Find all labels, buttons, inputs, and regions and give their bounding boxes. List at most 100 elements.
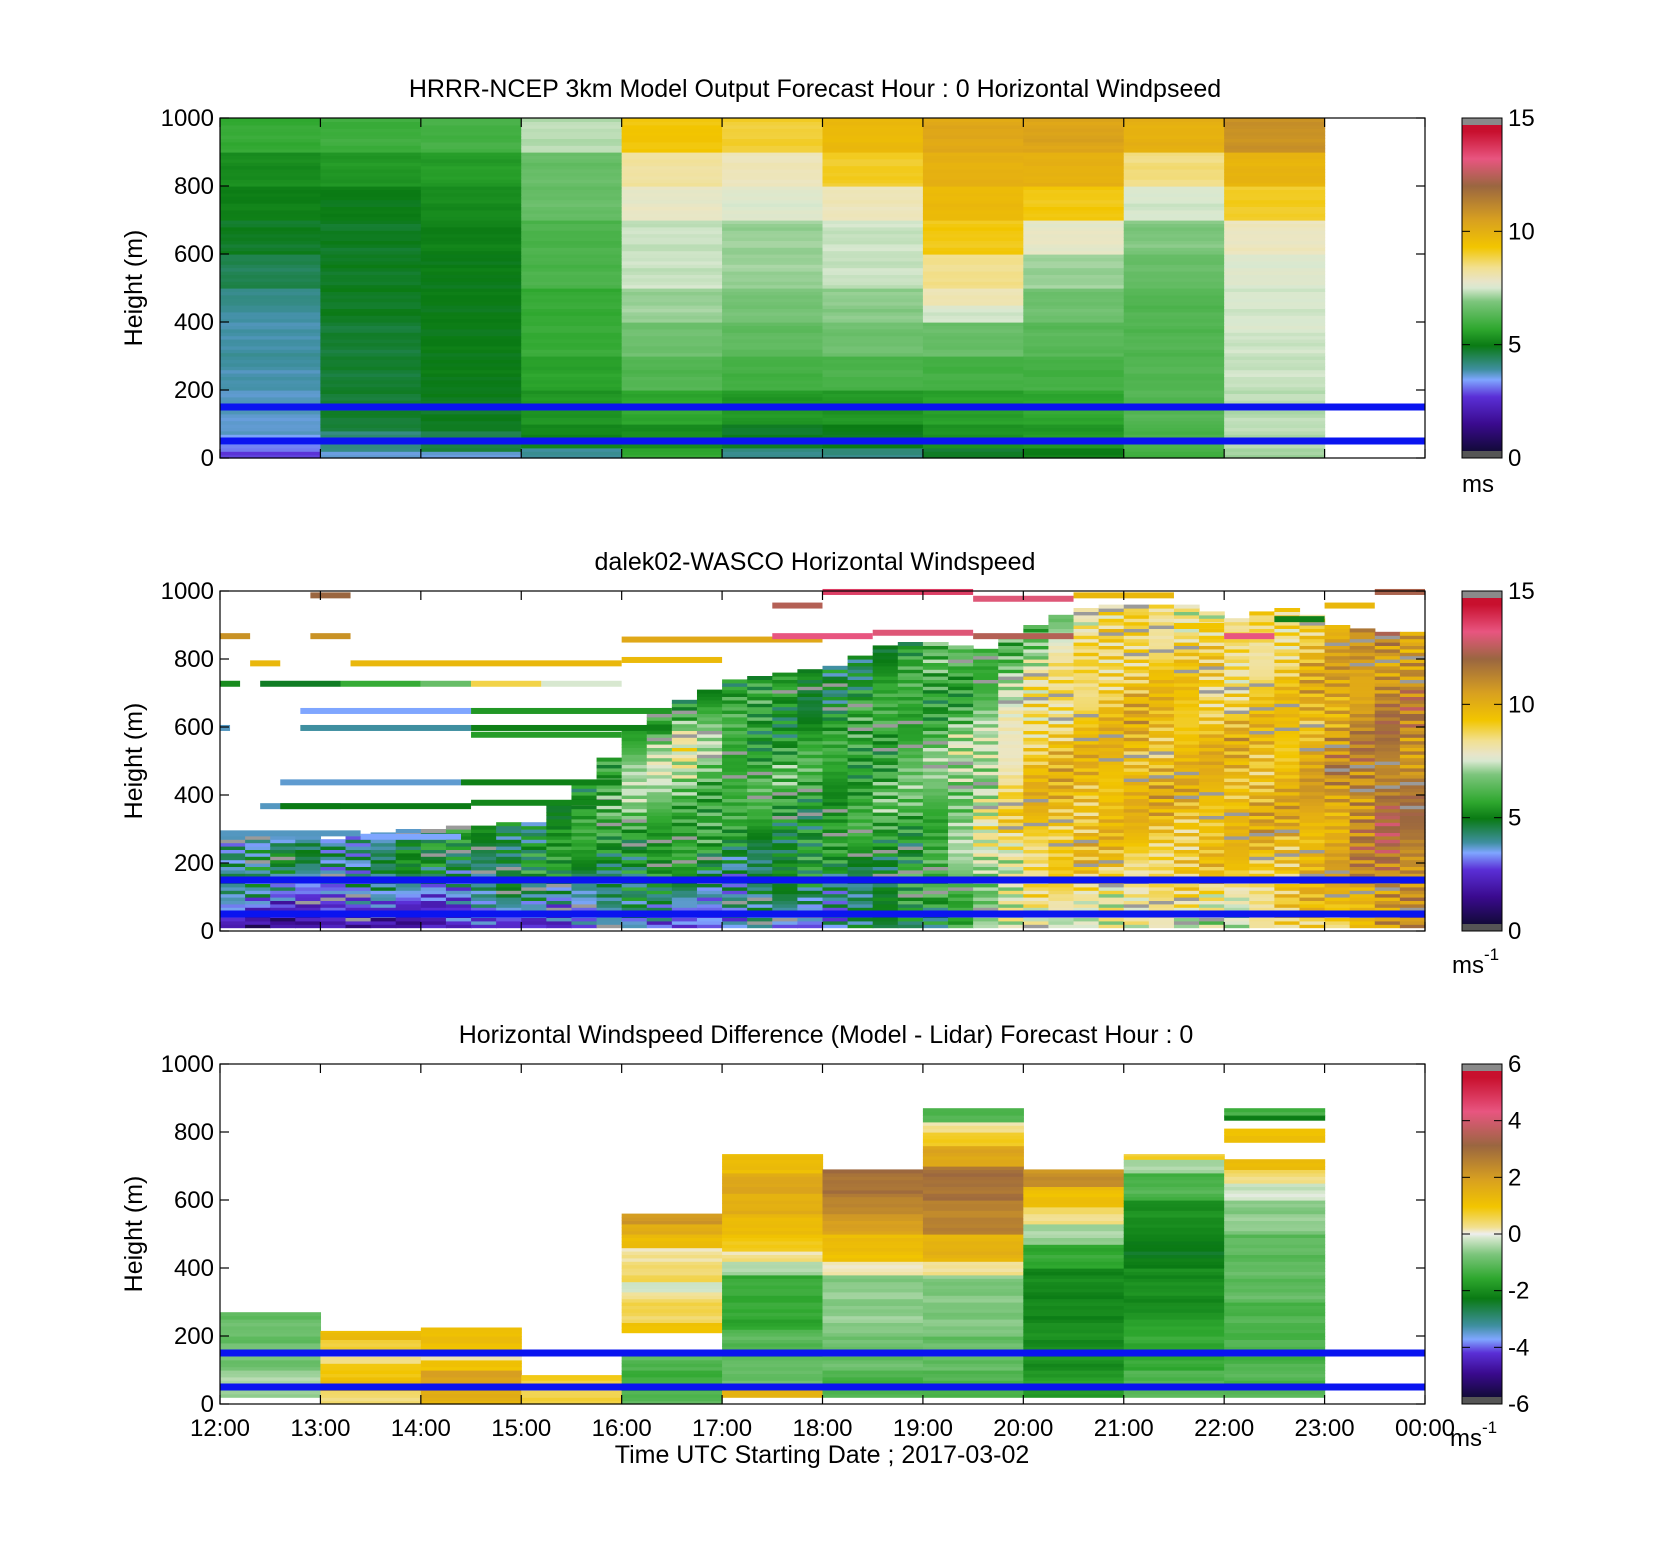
heatmap-cell bbox=[1374, 652, 1401, 657]
heatmap-cell bbox=[948, 818, 974, 823]
heatmap-cell bbox=[320, 1400, 422, 1405]
heatmap-cell bbox=[822, 798, 849, 803]
heatmap-cell bbox=[1349, 900, 1376, 905]
heatmap-cell bbox=[1349, 693, 1376, 697]
heatmap-cell bbox=[1023, 727, 1050, 731]
heatmap-cell bbox=[998, 655, 1024, 660]
heatmap-cell bbox=[220, 260, 322, 265]
heatmap-cell bbox=[1249, 672, 1275, 677]
heatmap-cell bbox=[320, 420, 422, 425]
heatmap-cell bbox=[1123, 1319, 1225, 1323]
heatmap-cell bbox=[696, 750, 723, 755]
heatmap-cell bbox=[922, 1169, 1024, 1174]
heatmap-cell bbox=[1324, 631, 1351, 636]
heatmap-cell bbox=[1324, 767, 1351, 772]
heatmap-cell bbox=[722, 1210, 824, 1215]
heatmap-cell bbox=[922, 1342, 1024, 1347]
heatmap-cell bbox=[1224, 618, 1250, 623]
heatmap-cell bbox=[922, 175, 1024, 180]
heatmap-cell bbox=[897, 672, 924, 677]
heatmap-cell bbox=[822, 203, 924, 207]
heatmap-cell bbox=[1148, 822, 1175, 827]
heatmap-cell bbox=[1023, 237, 1125, 241]
heatmap-cell bbox=[370, 842, 397, 847]
heatmap-cell bbox=[922, 298, 1024, 303]
heatmap-cell bbox=[1374, 669, 1401, 674]
heatmap-cell bbox=[722, 1366, 824, 1371]
heatmap-cell bbox=[220, 366, 322, 371]
heatmap-cell bbox=[1048, 757, 1075, 762]
heatmap-cell bbox=[897, 703, 924, 708]
heatmap-cell bbox=[1173, 920, 1200, 925]
heatmap-cell bbox=[621, 277, 723, 282]
heatmap-cell bbox=[722, 924, 748, 929]
heatmap-cell bbox=[822, 730, 849, 735]
heatmap-cell bbox=[1023, 1376, 1125, 1381]
heatmap-cell bbox=[822, 410, 924, 415]
heatmap-cell bbox=[847, 846, 874, 850]
heatmap-cell bbox=[1199, 829, 1225, 833]
heatmap-cell bbox=[998, 900, 1024, 905]
heatmap-cell bbox=[1249, 863, 1275, 867]
heatmap-cell bbox=[1349, 652, 1376, 657]
heatmap-cell bbox=[1123, 298, 1225, 303]
heatmap-cell bbox=[998, 676, 1024, 680]
heatmap-cell bbox=[546, 829, 573, 833]
heatmap-cell bbox=[1048, 869, 1075, 874]
heatmap-cell bbox=[521, 356, 623, 360]
heatmap-cell bbox=[546, 900, 573, 905]
heatmap-cell bbox=[973, 920, 999, 925]
heatmap-cell bbox=[1098, 784, 1125, 789]
heatmap-cell bbox=[948, 750, 974, 755]
heatmap-cell bbox=[1324, 635, 1351, 640]
heatmap-cell bbox=[1349, 869, 1376, 874]
heatmap-cell bbox=[1399, 703, 1426, 708]
heatmap-cell bbox=[1073, 621, 1100, 626]
heatmap-cell bbox=[897, 893, 924, 898]
heatmap-cell bbox=[722, 335, 824, 340]
heatmap-cell bbox=[1299, 648, 1326, 653]
heatmap-cell bbox=[1123, 1380, 1225, 1385]
heatmap-cell bbox=[546, 808, 573, 813]
heatmap-cell bbox=[922, 396, 1024, 401]
heatmap-cell bbox=[696, 761, 723, 765]
heatmap-cell bbox=[1148, 801, 1175, 806]
heatmap-cell bbox=[521, 451, 623, 456]
heatmap-cell bbox=[722, 1176, 824, 1181]
heatmap-cell bbox=[1299, 706, 1326, 711]
heatmap-cell bbox=[872, 747, 899, 752]
heatmap-cell bbox=[220, 420, 322, 425]
heatmap-cell bbox=[220, 373, 322, 377]
heatmap-cell bbox=[797, 686, 824, 691]
heatmap-cell bbox=[295, 852, 322, 857]
heatmap-cell bbox=[1199, 890, 1225, 895]
heatmap-cell bbox=[1274, 873, 1301, 878]
heatmap-cell bbox=[1048, 727, 1075, 731]
heatmap-cell bbox=[822, 740, 849, 745]
heatmap-cell bbox=[872, 900, 899, 905]
heatmap-cell bbox=[822, 192, 924, 197]
heatmap-cell bbox=[1199, 703, 1225, 708]
heatmap-cell bbox=[722, 747, 748, 752]
heatmap-cell bbox=[320, 175, 422, 180]
heatmap-cell bbox=[621, 138, 723, 143]
heatmap-cell bbox=[1224, 1366, 1326, 1371]
heatmap-cell bbox=[922, 203, 1024, 207]
heatmap-cell bbox=[922, 206, 1024, 211]
heatmap-cell bbox=[1399, 716, 1426, 721]
heatmap-cell bbox=[420, 155, 522, 160]
heatmap-cell bbox=[1299, 893, 1326, 898]
heatmap-cell bbox=[747, 812, 773, 816]
heatmap-cell bbox=[220, 903, 246, 908]
heatmap-cell bbox=[1023, 710, 1050, 714]
heatmap-cell bbox=[1274, 856, 1301, 861]
heatmap-cell bbox=[546, 903, 573, 908]
heatmap-cell bbox=[1173, 696, 1200, 701]
heatmap-cell bbox=[847, 798, 874, 803]
heatmap-cell bbox=[420, 158, 522, 163]
heatmap-cell bbox=[1299, 832, 1326, 837]
heatmap-cell bbox=[1098, 859, 1125, 864]
heatmap-cell bbox=[621, 121, 723, 126]
heatmap-cell bbox=[822, 376, 924, 381]
heatmap-cell bbox=[822, 829, 849, 833]
